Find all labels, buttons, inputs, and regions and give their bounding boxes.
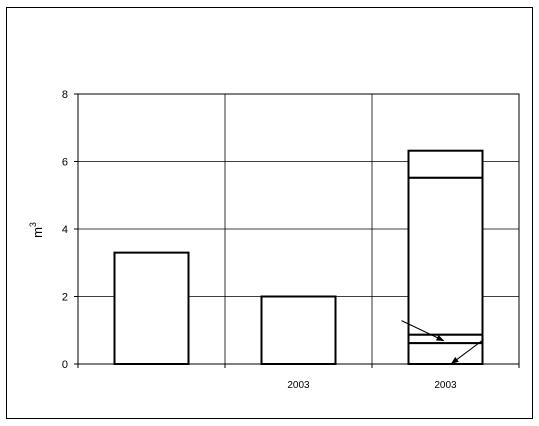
y-tick-label: 6 [62,157,68,169]
x-axis: 2003 2003 [77,364,520,391]
y-axis: 0 2 4 6 8 [62,89,78,371]
bar-segment [113,251,190,365]
x-tick-label: 2003 [434,380,457,391]
annotation-arrow [450,339,484,365]
annotations [401,320,484,365]
y-axis-title: m3 [28,222,45,238]
bar-segment [407,176,484,336]
y-tick-label: 8 [62,89,68,101]
annotation-arrow [401,320,445,342]
x-tick-label: 2003 [287,380,310,391]
bars [113,149,484,366]
bar-segment [407,333,484,345]
bar-segment [260,295,337,365]
y-tick-label: 4 [62,224,68,236]
y-tick-label: 2 [62,292,68,304]
bar-segment [407,149,484,179]
y-tick-label: 0 [62,359,68,371]
bar-segment [407,342,484,366]
